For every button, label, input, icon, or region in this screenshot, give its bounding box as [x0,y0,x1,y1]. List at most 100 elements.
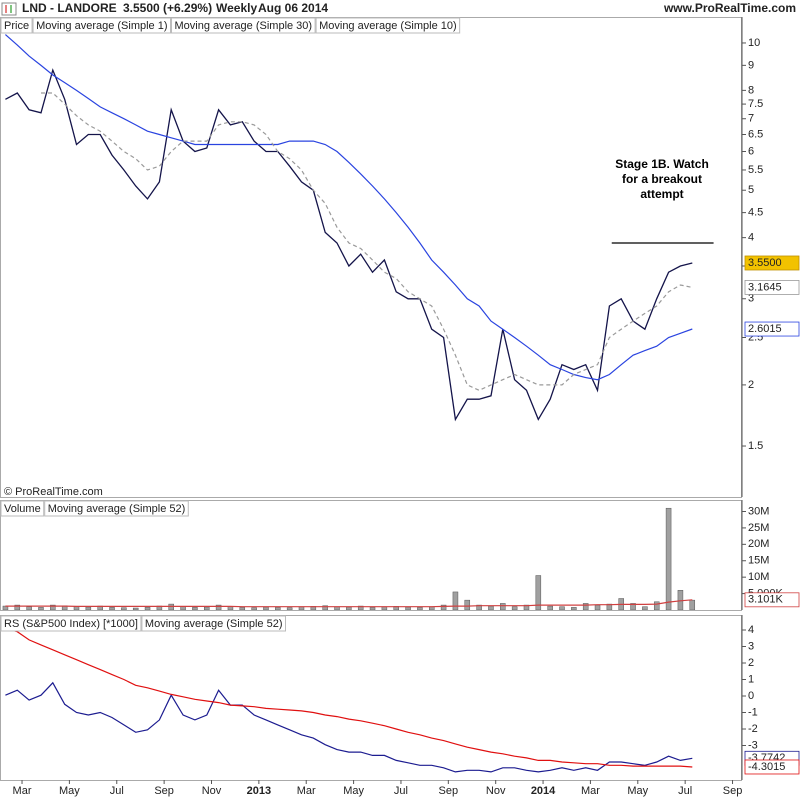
volume-bar [275,607,281,610]
volume-bar [168,603,174,610]
legend-label: Price [4,20,29,32]
volume-bar [405,606,411,610]
volume-bar [132,607,139,610]
volume-bar [417,607,423,610]
volume-bar [689,599,696,610]
y-tick-label: 1.5 [748,440,763,452]
y-tick-label: 30M [748,505,769,517]
volume-bar [571,607,577,610]
volume-bar [144,607,151,610]
y-tick-label: 4.5 [748,207,763,219]
volume-bar [582,603,589,610]
value-label: 3.1645 [748,281,782,293]
value-box [744,759,800,775]
x-tick-label: 2014 [531,785,556,797]
annotation: for a breakout [622,172,702,186]
x-tick-label: Sep [723,785,743,797]
legend-label: Moving average (Simple 10) [319,20,457,32]
y-tick-label: -3 [748,739,758,751]
series-line [5,599,693,608]
legend-box [44,500,189,517]
volume-bar [215,604,222,610]
y-tick-label: 3 [748,293,754,305]
volume-bar [109,607,115,610]
series-line [5,627,693,768]
volume-bar [488,605,494,610]
y-tick-label: 2 [748,379,754,391]
series-line [5,68,693,422]
volume-bar [263,606,269,610]
legend-box [141,615,286,632]
annotation: attempt [640,187,683,201]
volume-bar [227,606,234,610]
volume-bar [85,606,92,610]
x-tick-label: May [627,785,648,797]
y-tick-label: 20M [748,538,769,550]
x-tick-label: Nov [202,785,222,797]
x-tick-label: Sep [154,785,174,797]
volume-bar [26,606,32,610]
plot-area [5,34,693,422]
x-tick-label: Nov [486,785,506,797]
value-box [744,280,800,295]
volume-bar [630,603,636,610]
x-tick-label: Jul [678,785,692,797]
period: Weekly [216,1,257,15]
volume-bar [535,575,542,610]
volume-bar [180,606,186,610]
legend-label: RS (S&P500 Index) [*1000] [4,618,138,630]
volume-bar [369,607,376,610]
y-tick-label: 15M [748,555,769,567]
legend-box [0,615,142,632]
value-box [744,592,800,608]
y-tick-label: 4 [748,232,754,244]
y-tick-label: 5.5 [748,164,763,176]
y-tick-label: 5 [748,184,754,196]
y-tick-label: -1 [748,706,758,718]
value-label: 3.5500 [748,257,782,269]
volume-bar [73,606,80,610]
legend-label: Moving average (Simple 1) [36,20,167,32]
x-tick-label: Mar [581,785,600,797]
volume-bar [452,591,459,610]
y-tick-label: 6 [748,145,754,157]
x-tick-label: Sep [439,785,459,797]
volume-bar [464,599,471,610]
volume-bar [440,604,447,610]
x-tick-label: Jul [110,785,124,797]
legend-label: Volume [4,503,41,515]
volume-bar [14,604,21,610]
volume-bar [594,604,601,610]
y-tick-label: 4 [748,624,754,636]
annotation: Stage 1B. Watch [615,157,709,171]
value-label: 2.6015 [748,323,782,335]
value-box [744,255,800,271]
volume-bar [121,607,127,610]
x-tick-label: Mar [297,785,316,797]
site: www.ProRealTime.com [663,1,796,15]
volume-bar [204,606,210,610]
legend-box [171,17,316,34]
plot-area [2,507,696,610]
volume-bar [653,601,660,610]
legend-label: Moving average (Simple 30) [175,20,313,32]
y-tick-label: 8 [748,84,754,96]
y-tick-label: 0 [748,690,754,702]
y-tick-label: 10M [748,571,769,583]
legend-label: Moving average (Simple 52) [145,618,283,630]
value-box [744,321,800,337]
y-tick-label: 7.5 [748,98,763,110]
x-tick-label: 2013 [247,785,271,797]
volume-bar [239,607,246,610]
volume-bar [357,605,364,610]
value-label: -4.3015 [748,761,785,773]
date: Aug 06 2014 [258,1,328,15]
volume-bar [511,606,518,610]
volume-bar [500,603,506,610]
y-tick-label: 6.5 [748,128,763,140]
volume-bar [50,604,56,610]
y-tick-label: 9 [748,59,754,71]
y-tick-label: 3 [748,640,754,652]
copyright: © ProRealTime.com [4,486,103,498]
